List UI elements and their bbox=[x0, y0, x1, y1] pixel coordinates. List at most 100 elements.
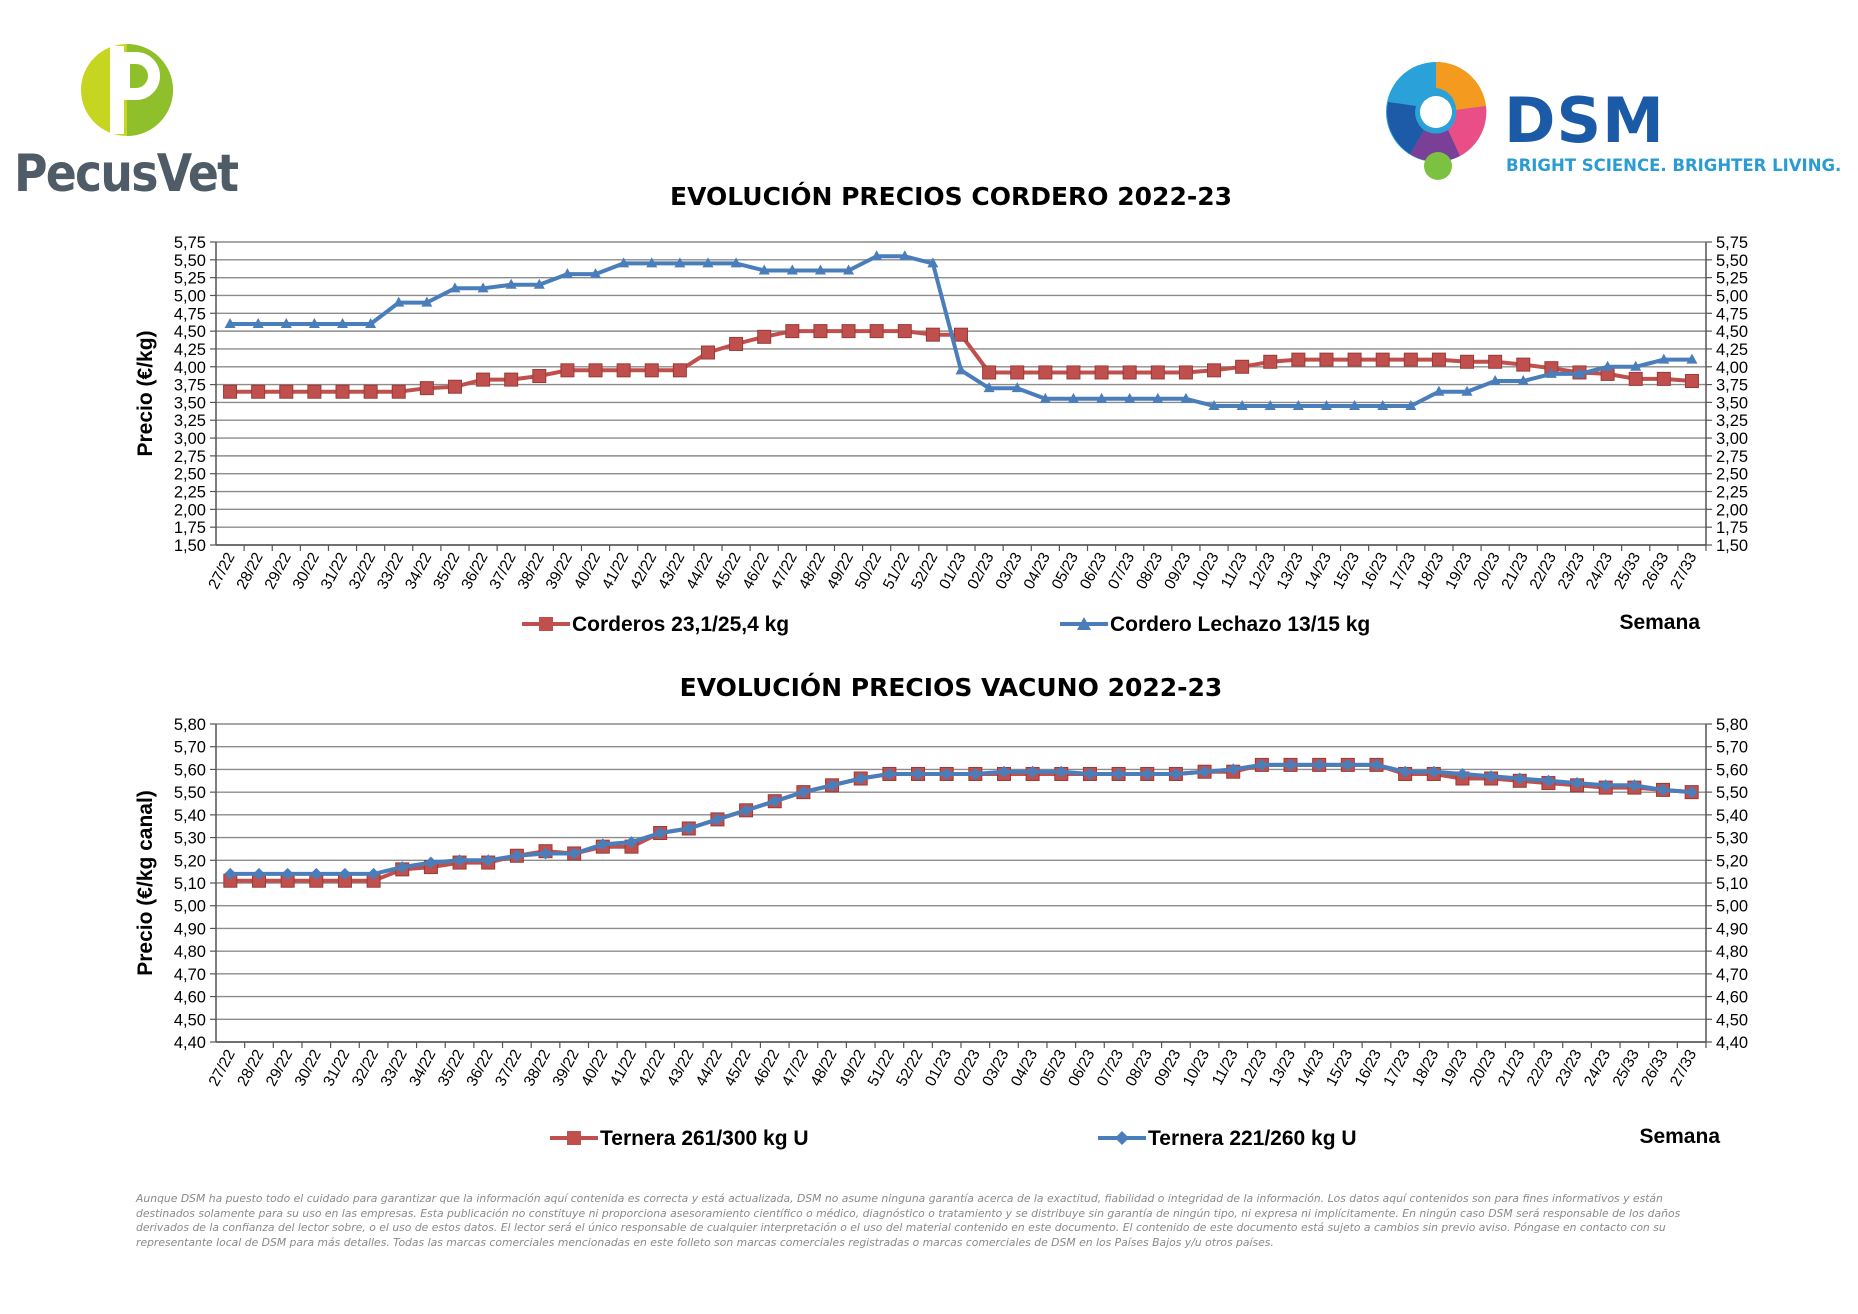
x-tick-label: 44/22 bbox=[683, 550, 716, 592]
x-tick-label: 28/22 bbox=[233, 550, 266, 592]
data-point bbox=[1313, 758, 1326, 771]
x-tick-label: 04/23 bbox=[1008, 1047, 1041, 1089]
data-point bbox=[1180, 392, 1192, 403]
x-tick-label: 23/23 bbox=[1555, 550, 1588, 592]
y-tick-label-right: 1,50 bbox=[1716, 537, 1748, 555]
y-tick-label-right: 4,90 bbox=[1716, 920, 1748, 938]
x-tick-label: 10/23 bbox=[1189, 550, 1222, 592]
x-tick-label: 46/22 bbox=[750, 1047, 783, 1089]
data-point bbox=[1255, 758, 1268, 771]
y-tick-label-right: 5,30 bbox=[1716, 830, 1748, 848]
y-tick-label: 2,75 bbox=[174, 448, 206, 466]
data-point bbox=[1292, 399, 1304, 410]
data-point bbox=[618, 257, 630, 268]
legend-item: Cordero Lechazo 13/15 kg bbox=[1060, 613, 1370, 636]
y-tick-label: 5,60 bbox=[174, 761, 206, 779]
data-point bbox=[447, 379, 462, 394]
data-point bbox=[224, 867, 237, 880]
x-tick-label: 12/23 bbox=[1237, 1047, 1270, 1089]
x-tick-label: 20/23 bbox=[1470, 550, 1503, 592]
x-tick-label: 33/22 bbox=[374, 550, 407, 592]
data-point bbox=[477, 282, 489, 293]
y-tick-label-right: 4,80 bbox=[1716, 943, 1748, 961]
data-point bbox=[758, 264, 770, 275]
data-point bbox=[1657, 783, 1670, 796]
data-point bbox=[504, 372, 519, 387]
data-point bbox=[955, 364, 967, 375]
y-tick-label: 5,75 bbox=[174, 234, 206, 252]
x-tick-label: 01/23 bbox=[936, 550, 969, 592]
data-point bbox=[419, 381, 434, 396]
data-point bbox=[700, 345, 715, 360]
y-tick-label-right: 3,25 bbox=[1716, 412, 1748, 430]
x-tick-label: 37/22 bbox=[492, 1047, 525, 1089]
y-tick-label: 4,90 bbox=[174, 920, 206, 938]
x-tick-label: 34/22 bbox=[406, 1047, 439, 1089]
y-tick-label: 3,75 bbox=[174, 377, 206, 395]
data-point bbox=[1141, 767, 1154, 780]
data-point bbox=[365, 317, 377, 328]
x-tick-label: 17/23 bbox=[1386, 550, 1419, 592]
data-point bbox=[1236, 399, 1248, 410]
data-point bbox=[280, 317, 292, 328]
x-tick-label: 36/22 bbox=[458, 550, 491, 592]
data-point bbox=[1461, 385, 1473, 396]
x-tick-label: 16/23 bbox=[1358, 550, 1391, 592]
data-point bbox=[841, 324, 856, 339]
y-tick-label-right: 4,25 bbox=[1716, 341, 1748, 359]
data-point bbox=[1628, 779, 1641, 792]
data-point bbox=[1377, 399, 1389, 410]
pecusvet-p-icon bbox=[81, 44, 173, 136]
x-tick-label: 39/22 bbox=[549, 1047, 582, 1089]
legend-item: Ternera 261/300 kg U bbox=[550, 1127, 809, 1150]
y-tick-label: 3,25 bbox=[174, 412, 206, 430]
data-point bbox=[251, 384, 266, 399]
data-point bbox=[1010, 365, 1025, 380]
data-point bbox=[1628, 371, 1643, 386]
x-tick-label: 52/22 bbox=[893, 1047, 926, 1089]
data-point bbox=[1083, 767, 1096, 780]
x-tick-label: 38/22 bbox=[521, 1047, 554, 1089]
data-point bbox=[1096, 392, 1108, 403]
x-tick-label: 36/22 bbox=[464, 1047, 497, 1089]
data-point bbox=[421, 296, 433, 307]
y-tick-label-right: 4,00 bbox=[1716, 359, 1748, 377]
x-tick-label: 32/22 bbox=[346, 550, 379, 592]
x-tick-label: 27/22 bbox=[205, 550, 238, 592]
x-tick-label: 47/22 bbox=[768, 550, 801, 592]
legend-label: Corderos 23,1/25,4 kg bbox=[572, 613, 789, 636]
series-2 bbox=[224, 758, 1698, 880]
data-point bbox=[1122, 365, 1137, 380]
x-tick-label: 42/22 bbox=[627, 550, 660, 592]
data-point bbox=[1227, 763, 1240, 776]
data-point bbox=[252, 317, 264, 328]
data-point bbox=[1571, 777, 1584, 790]
data-point bbox=[1124, 392, 1136, 403]
data-point bbox=[1686, 353, 1698, 364]
x-tick-label: 35/22 bbox=[435, 1047, 468, 1089]
y-tick-label-right: 3,00 bbox=[1716, 430, 1748, 448]
y-tick-label-right: 4,75 bbox=[1716, 305, 1748, 323]
y-tick-label: 4,60 bbox=[174, 989, 206, 1007]
y-tick-label: 4,80 bbox=[174, 943, 206, 961]
data-point bbox=[1431, 352, 1446, 367]
data-point bbox=[740, 804, 753, 817]
legend-marker bbox=[567, 1131, 581, 1145]
y-tick-label: 5,50 bbox=[174, 252, 206, 270]
data-point bbox=[1602, 360, 1614, 371]
data-point bbox=[449, 282, 461, 293]
y-tick-label-right: 5,40 bbox=[1716, 807, 1748, 825]
data-point bbox=[1375, 352, 1390, 367]
data-point bbox=[337, 317, 349, 328]
y-tick-label: 5,50 bbox=[174, 784, 206, 802]
data-point bbox=[1284, 758, 1297, 771]
data-point bbox=[1152, 392, 1164, 403]
data-point bbox=[1320, 399, 1332, 410]
y-tick-label: 2,50 bbox=[174, 466, 206, 484]
x-tick-label: 17/23 bbox=[1380, 1047, 1413, 1089]
y-tick-label: 4,25 bbox=[174, 341, 206, 359]
data-point bbox=[954, 327, 968, 342]
data-point bbox=[1264, 399, 1276, 410]
data-point bbox=[843, 264, 855, 275]
